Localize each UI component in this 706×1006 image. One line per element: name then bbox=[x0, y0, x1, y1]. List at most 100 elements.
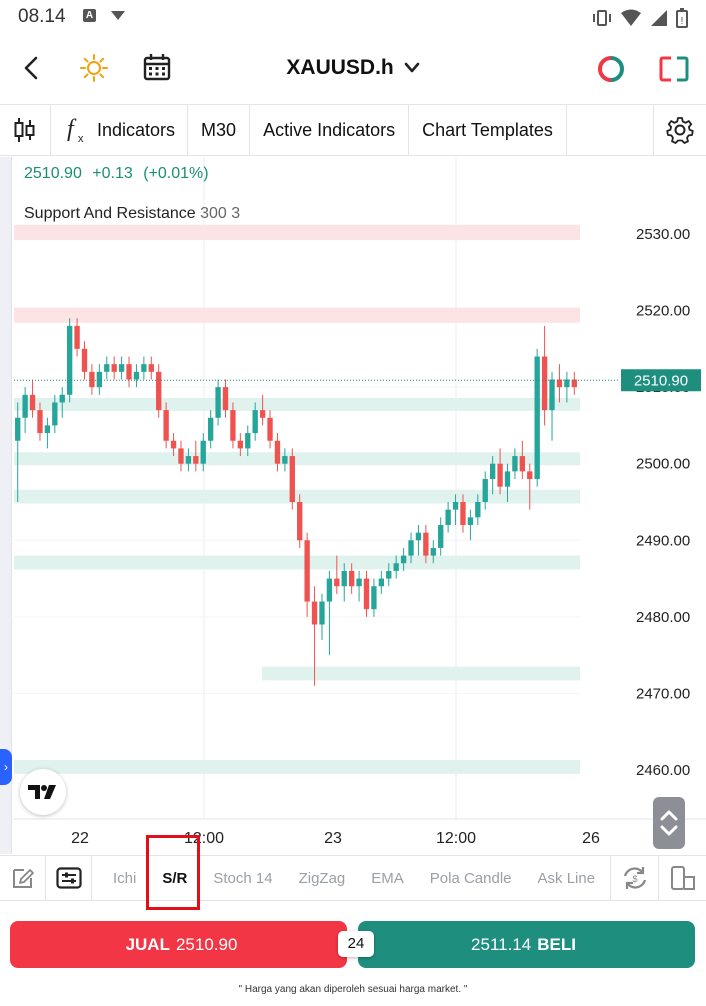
layout-switch-button[interactable] bbox=[658, 856, 706, 900]
indicator-ema[interactable]: EMA bbox=[371, 869, 404, 887]
indicator-zigzag[interactable]: ZigZag bbox=[298, 869, 346, 887]
candle-body bbox=[59, 394, 65, 403]
y-tick-label: 2470.00 bbox=[636, 685, 690, 702]
candle-body bbox=[556, 379, 563, 388]
candle-body bbox=[29, 394, 36, 411]
notification-a-icon: A bbox=[83, 9, 96, 22]
x-tick-label: 26 bbox=[582, 830, 600, 847]
chart-type-button[interactable] bbox=[0, 105, 51, 155]
indicator-bar: Ichi S/R Stoch 14 ZigZag EMA Pola Candle… bbox=[0, 855, 706, 901]
timeframe-button[interactable]: M30 bbox=[188, 105, 251, 155]
app-header: XAUUSD.h bbox=[0, 40, 706, 98]
candle-body bbox=[185, 456, 192, 464]
candle-body bbox=[111, 364, 117, 372]
candle-body bbox=[571, 379, 577, 388]
settings-button[interactable] bbox=[653, 105, 706, 155]
y-tick-label: 2500.00 bbox=[636, 456, 690, 473]
candle-body bbox=[230, 410, 236, 441]
last-price: 2510.90 bbox=[24, 165, 82, 182]
refresh-indicators-button[interactable]: $ bbox=[610, 856, 658, 900]
chart-canvas[interactable]: 2530.002520.002510.002500.002490.002480.… bbox=[0, 157, 706, 854]
tv-mark-icon bbox=[28, 785, 56, 799]
candle-body bbox=[215, 387, 221, 418]
indicator-stoch[interactable]: Stoch 14 bbox=[213, 869, 273, 887]
price-change-pct: (+0.01%) bbox=[143, 165, 209, 182]
candle-body bbox=[237, 440, 244, 449]
sr-zone bbox=[14, 452, 580, 466]
candle-body bbox=[311, 601, 318, 625]
drawing-tools-button[interactable] bbox=[0, 856, 46, 900]
candle-body bbox=[423, 532, 429, 556]
chart-templates-button[interactable]: Chart Templates bbox=[409, 105, 567, 155]
candle-body bbox=[222, 387, 229, 411]
sr-zone bbox=[262, 666, 580, 681]
function-fx-icon: f x bbox=[67, 116, 84, 144]
candle-body bbox=[438, 524, 444, 548]
symbol-selector[interactable]: XAUUSD.h bbox=[0, 56, 706, 80]
candlestick-icon bbox=[14, 118, 35, 142]
trade-toggle-icon[interactable] bbox=[598, 56, 624, 82]
candle-body bbox=[371, 586, 377, 610]
x-tick-label: 12:00 bbox=[184, 830, 224, 847]
candle-body bbox=[22, 394, 28, 418]
price-change: +0.13 bbox=[92, 165, 133, 182]
candle-body bbox=[356, 578, 362, 587]
chart-layout-icon[interactable] bbox=[659, 56, 689, 82]
scroll-to-latest-button[interactable] bbox=[653, 797, 685, 849]
y-tick-label: 2460.00 bbox=[636, 762, 690, 779]
sell-price: 2510.90 bbox=[175, 934, 238, 954]
candle-body bbox=[564, 379, 570, 388]
symbol-name: XAUUSD.h bbox=[286, 56, 394, 79]
side-panel-chevron-icon[interactable]: › bbox=[0, 749, 12, 785]
back-arrow-icon[interactable] bbox=[20, 56, 44, 80]
indicator-sr[interactable]: S/R bbox=[162, 869, 188, 887]
candle-body bbox=[519, 456, 526, 472]
active-indicators-label: Active Indicators bbox=[263, 119, 396, 140]
sr-zone bbox=[14, 760, 580, 774]
candle-body bbox=[393, 563, 399, 571]
candle-body bbox=[289, 456, 295, 502]
svg-text:f: f bbox=[67, 116, 77, 142]
sell-button[interactable]: JUAL 2510.90 bbox=[10, 921, 347, 968]
indicators-button[interactable]: f x Indicators bbox=[51, 105, 189, 155]
candle-body bbox=[252, 410, 258, 434]
indicator-ichi[interactable]: Ichi bbox=[113, 869, 137, 887]
y-tick-label: 2480.00 bbox=[636, 609, 690, 626]
vibrate-icon bbox=[593, 10, 611, 26]
indicator-legend[interactable]: Support And Resistance 300 3 bbox=[24, 205, 240, 223]
candle-body bbox=[549, 379, 555, 411]
indicator-pola-candle[interactable]: Pola Candle bbox=[429, 869, 512, 887]
sr-zone bbox=[14, 224, 580, 241]
candle-body bbox=[44, 425, 51, 434]
candle-body bbox=[37, 410, 43, 434]
candle-body bbox=[341, 570, 347, 587]
chevron-down-icon bbox=[404, 63, 419, 73]
candle-body bbox=[178, 448, 184, 464]
sr-zone bbox=[14, 489, 580, 504]
candle-body bbox=[326, 578, 333, 602]
candle-body bbox=[104, 364, 110, 372]
active-indicators-button[interactable]: Active Indicators bbox=[250, 105, 410, 155]
svg-text:x: x bbox=[78, 133, 84, 144]
indicator-settings-button[interactable] bbox=[46, 856, 92, 900]
tradingview-logo-icon[interactable] bbox=[20, 769, 66, 815]
candle-body bbox=[200, 440, 206, 464]
spread-badge: 24 bbox=[338, 931, 374, 957]
candle-body bbox=[156, 371, 162, 411]
download-icon bbox=[111, 11, 125, 20]
indicator-ask-line[interactable]: Ask Line bbox=[537, 869, 596, 887]
price-chart[interactable]: 2530.002520.002510.002500.002490.002480.… bbox=[0, 157, 706, 854]
chart-left-strip bbox=[0, 157, 12, 854]
candle-body bbox=[460, 502, 466, 525]
candle-body bbox=[363, 578, 370, 610]
candle-body bbox=[126, 364, 132, 380]
candle-body bbox=[430, 547, 436, 556]
sun-theme-icon[interactable] bbox=[80, 54, 108, 82]
candle-body bbox=[489, 463, 496, 480]
calendar-icon[interactable] bbox=[143, 53, 171, 81]
x-tick-label: 23 bbox=[324, 830, 342, 847]
price-footnote: " Harga yang akan diperoleh sesuai harga… bbox=[238, 984, 468, 995]
candle-body bbox=[207, 417, 214, 441]
candle-body bbox=[141, 364, 147, 372]
buy-button[interactable]: 2511.14 BELI bbox=[358, 921, 695, 968]
